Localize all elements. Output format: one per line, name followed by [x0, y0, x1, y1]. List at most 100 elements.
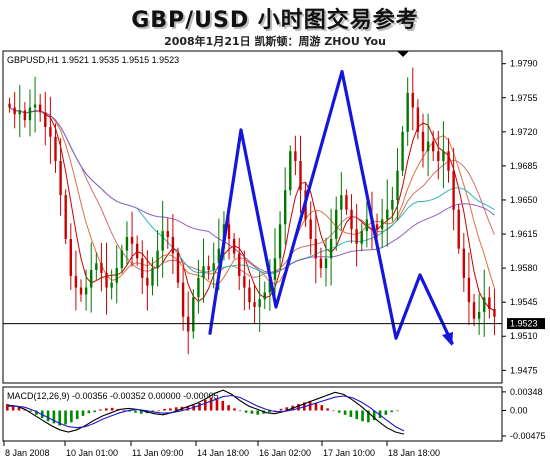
macd-histogram-bar [314, 403, 318, 411]
macd-histogram-bar [250, 410, 254, 414]
candle [166, 217, 169, 249]
macd-histogram-bar [93, 410, 96, 413]
y-tick-label: 1.9685 [510, 161, 538, 171]
candle-body [212, 263, 215, 271]
candle-body [477, 311, 481, 319]
macd-histogram-bar [256, 410, 260, 415]
candle-body [314, 238, 318, 259]
macd-histogram-bar [215, 398, 219, 411]
candle-body [44, 112, 47, 127]
candle-body [319, 258, 323, 269]
candle [294, 135, 297, 176]
candle-body [437, 151, 440, 162]
candle-body [391, 199, 394, 210]
macd-histogram-bar [139, 410, 143, 414]
candle-body [217, 248, 221, 264]
candle [100, 242, 103, 292]
candle [212, 242, 215, 289]
candle [477, 293, 481, 335]
candle [340, 172, 343, 231]
candle [396, 147, 399, 221]
candle-body [263, 292, 266, 300]
candle-body [176, 253, 180, 283]
macd-histogram-bar [396, 410, 399, 412]
macd-tick-label: 0.00 [510, 406, 528, 416]
candle [283, 167, 287, 245]
candle [141, 240, 144, 295]
candle-body [253, 302, 256, 308]
price-panel-frame [2, 50, 503, 384]
macd-histogram-bar [384, 410, 388, 415]
candle [176, 247, 180, 288]
candle-body [161, 231, 164, 251]
moving-average-line [9, 107, 495, 289]
macd-histogram-bar [308, 400, 312, 411]
candle [192, 289, 195, 339]
candle [457, 203, 460, 254]
macd-histogram-bar [17, 407, 21, 411]
candle-body [232, 238, 236, 254]
y-tick-label: 1.9755 [510, 93, 538, 103]
candle [314, 211, 318, 284]
candle [345, 189, 348, 215]
macd-histogram-bar [110, 407, 114, 411]
macd-histogram-bar [46, 410, 50, 422]
macd-histogram-bar [238, 410, 242, 412]
candle-body [493, 308, 496, 317]
macd-histogram-bar [105, 408, 108, 411]
candle-body [452, 170, 455, 210]
candle-body [289, 151, 292, 191]
forecast-arrowhead [442, 332, 453, 347]
candle [411, 67, 414, 131]
candle [232, 233, 236, 259]
candle [289, 145, 292, 196]
candle [84, 269, 88, 311]
candle [59, 138, 62, 216]
x-tick-label: 10 Jan 01:00 [66, 448, 118, 458]
candle [120, 244, 124, 274]
candle [391, 186, 394, 222]
macd-histogram-bar [204, 399, 207, 411]
candle-body [467, 277, 471, 303]
candle-body [227, 224, 231, 239]
macd-histogram-bar [221, 400, 225, 411]
candle [386, 179, 389, 247]
macd-histogram-bar [233, 408, 236, 411]
candle [258, 271, 261, 333]
y-tick-label: 1.9580 [510, 263, 538, 273]
macd-histogram-bar [227, 405, 230, 411]
candle-body [146, 277, 149, 286]
candle [437, 130, 440, 180]
candle-body [33, 104, 37, 108]
candle [8, 97, 11, 113]
chart-title: GBP/USD 小时图交易参考 [131, 8, 419, 33]
macd-histogram-bar [372, 410, 376, 421]
candle-body [431, 141, 435, 152]
candle [406, 77, 409, 146]
macd-panel-frame [2, 386, 503, 442]
candle [483, 269, 486, 337]
candle-body [171, 236, 175, 254]
chart-shift-marker [397, 51, 409, 57]
candle [401, 125, 404, 177]
candle [488, 286, 491, 319]
macd-histogram-bar [337, 410, 341, 413]
macd-histogram-bar [390, 410, 393, 413]
candle [380, 198, 384, 248]
candle-body [49, 126, 52, 137]
candle [426, 113, 430, 177]
candle-body [248, 287, 251, 303]
candle [253, 284, 256, 324]
candle [243, 250, 246, 311]
candle-body [8, 103, 11, 108]
candle-body [324, 258, 328, 269]
candle-body [105, 272, 108, 288]
macd-histogram-bar [99, 409, 102, 411]
x-tick-label: 18 Jan 18:00 [388, 448, 440, 458]
candle [146, 250, 149, 311]
candle-body [375, 224, 379, 230]
candle-body [421, 131, 425, 152]
candle [49, 96, 52, 164]
candle-body [207, 266, 210, 271]
candle-body [28, 107, 32, 121]
